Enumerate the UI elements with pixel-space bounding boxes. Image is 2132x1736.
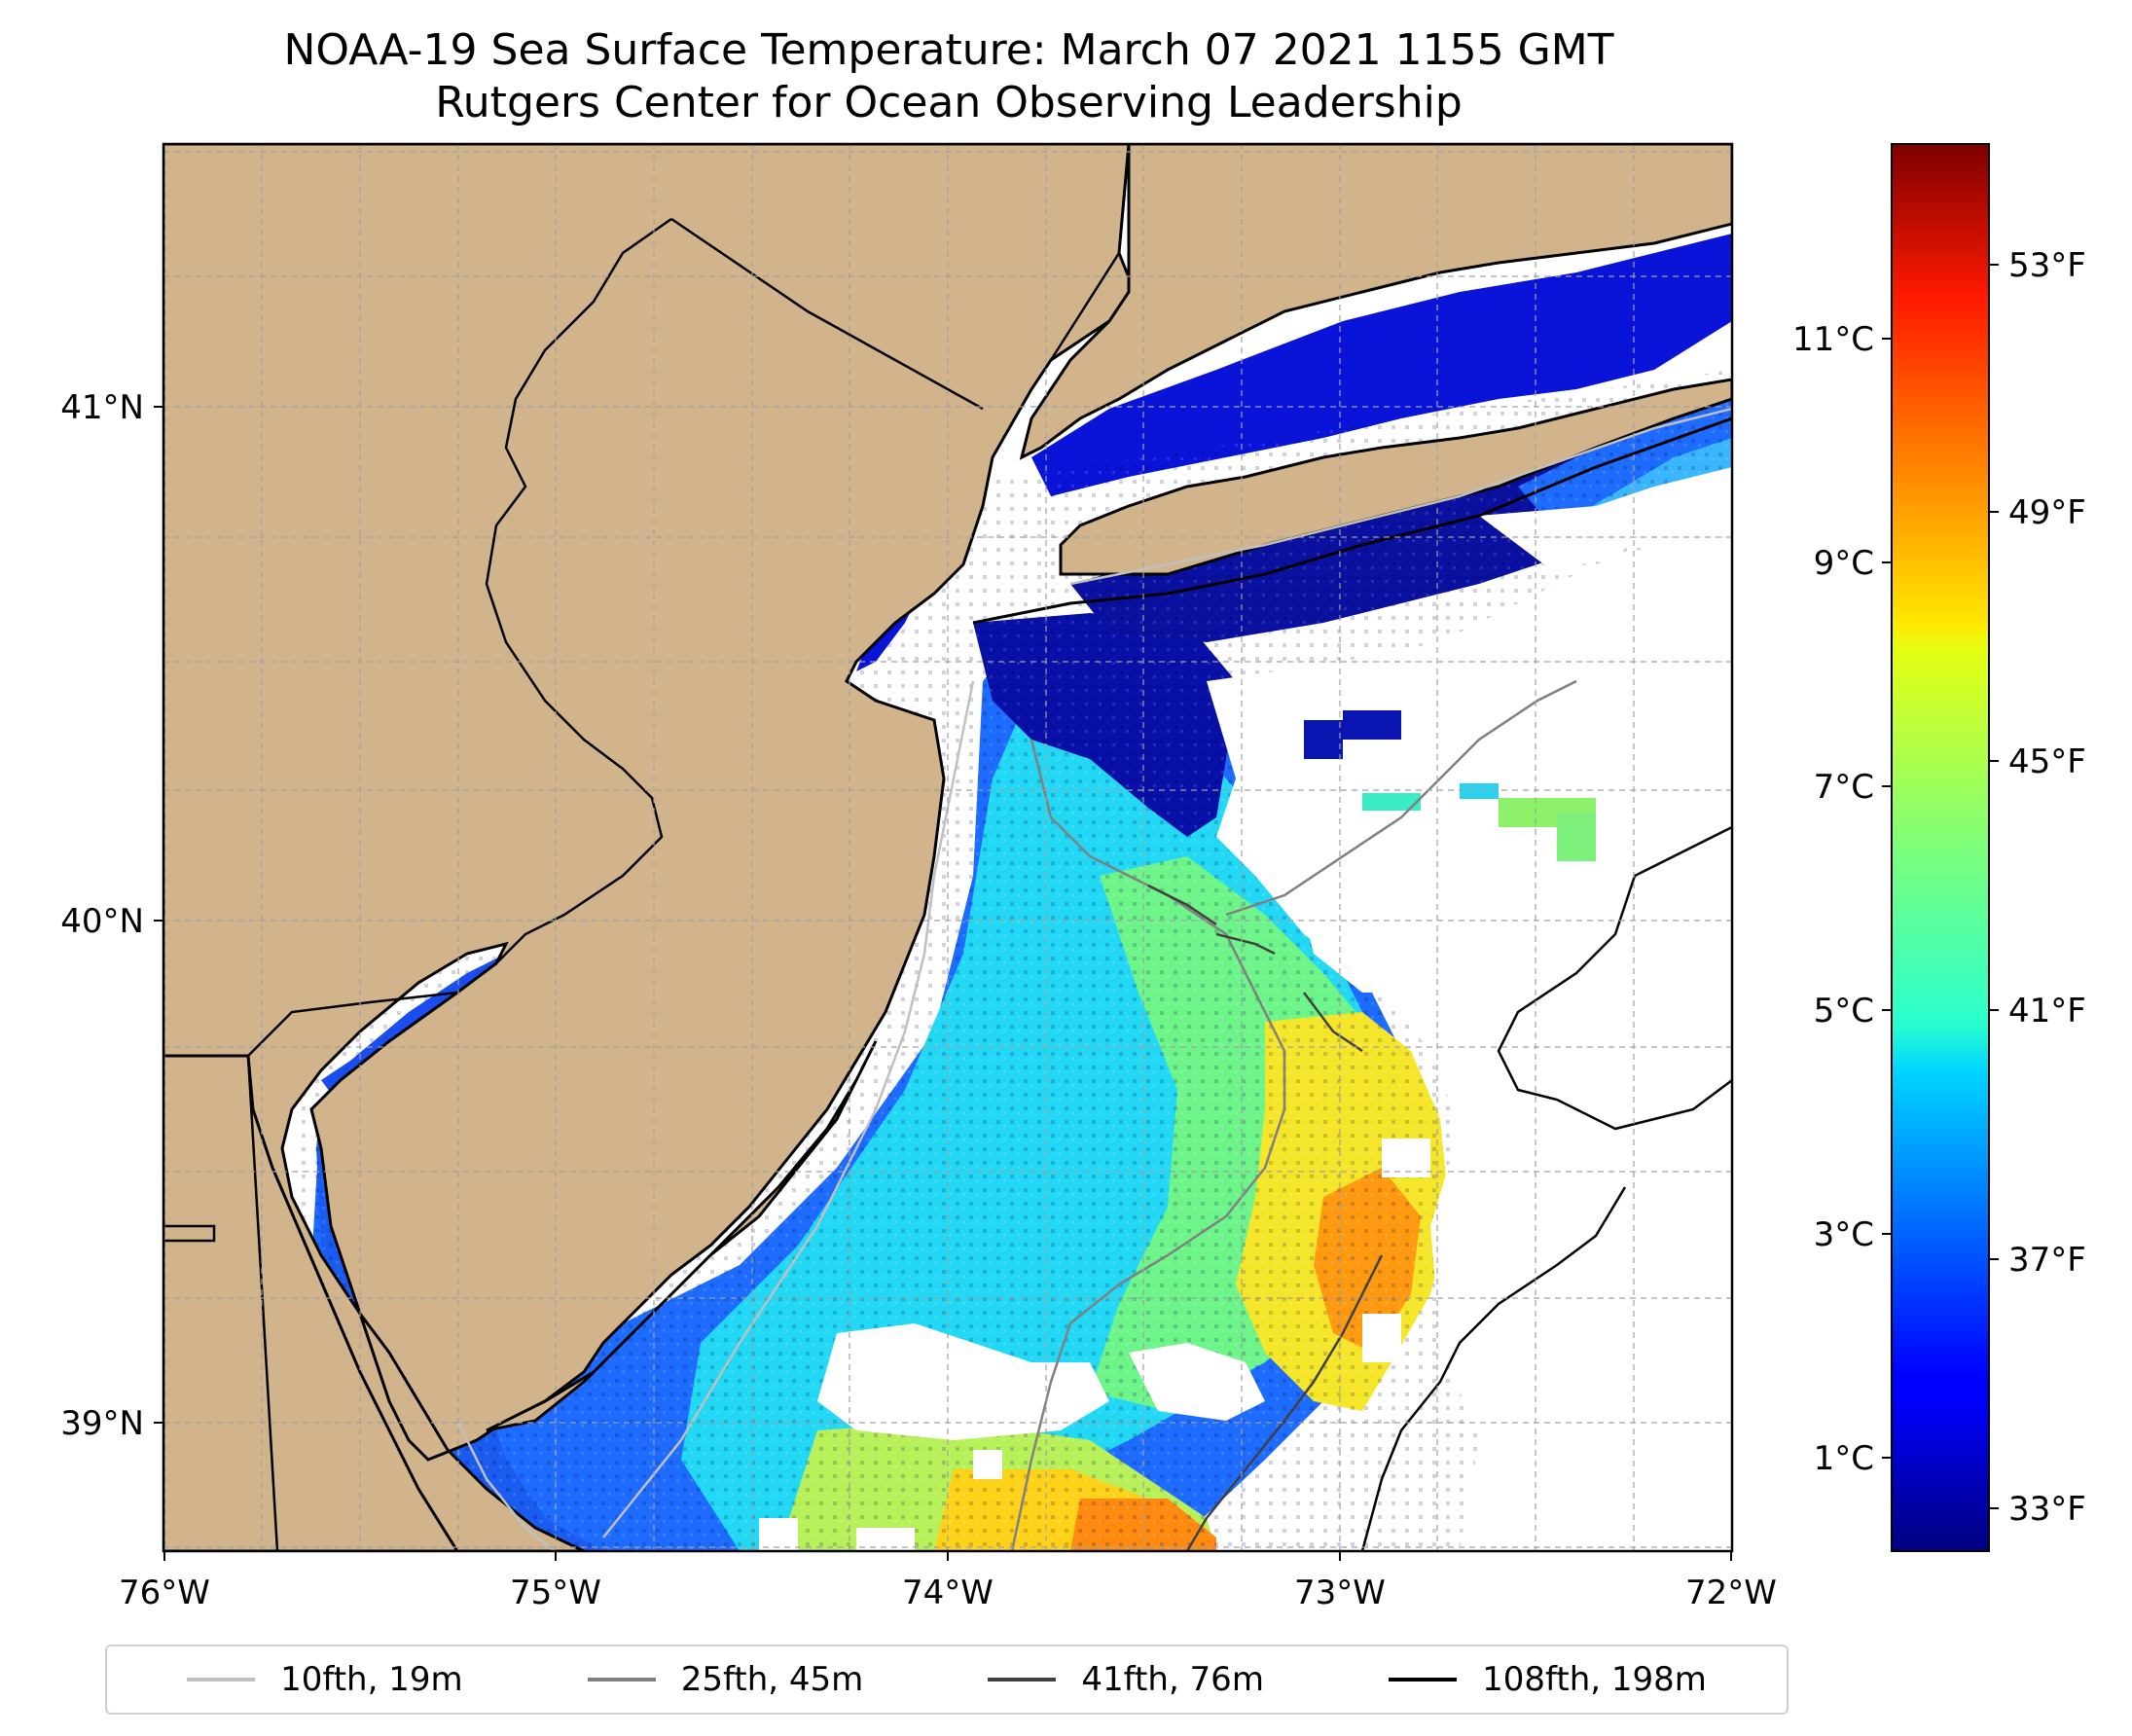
cbar-f-53: 53°F <box>2008 246 2086 285</box>
legend-label-10fth: 10fth, 19m <box>280 1660 463 1699</box>
legend-swatch-41fth <box>988 1678 1057 1682</box>
land-cape-may <box>486 1040 878 1432</box>
colorbar: 11°C 9°C 7°C 5°C 3°C 1°C 53°F 49°F 45°F … <box>1792 143 2086 1552</box>
map-area <box>163 144 1732 1551</box>
isobath-10fth-b <box>455 1420 556 1551</box>
cbar-c-1: 1°C <box>1814 1439 1874 1478</box>
legend-item-41fth: 41fth, 76m <box>988 1660 1264 1699</box>
cbar-f-41: 41°F <box>2008 992 2086 1031</box>
x-tick-labels: 76°W 75°W 74°W 73°W 72°W <box>119 1573 1777 1612</box>
legend-swatch-25fth <box>587 1678 656 1682</box>
li-south-shore-line <box>972 416 1732 625</box>
cbar-c-11: 11°C <box>1792 320 1874 359</box>
cbar-c-5: 5°C <box>1814 992 1874 1031</box>
legend-swatch-108fth <box>1389 1678 1458 1682</box>
cloud-mask <box>759 467 1732 1551</box>
y-tick-39n: 39°N <box>60 1404 144 1443</box>
figure-subtitle: Rutgers Center for Ocean Observing Leade… <box>435 78 1463 127</box>
cbar-f-37: 37°F <box>2008 1241 2086 1280</box>
cbar-f-33: 33°F <box>2008 1490 2086 1529</box>
x-tick-73w: 73°W <box>1294 1573 1386 1612</box>
colorbar-gradient <box>1891 143 1990 1552</box>
y-tick-41n: 41°N <box>60 388 144 427</box>
cbar-f-49: 49°F <box>2008 493 2086 532</box>
y-tick-40n: 40°N <box>60 902 144 941</box>
legend-label-25fth: 25fth, 45m <box>680 1660 864 1699</box>
isobath-10fth-c <box>1069 407 1732 586</box>
figure-title: NOAA-19 Sea Surface Temperature: March 0… <box>283 25 1614 75</box>
isobaths <box>455 407 1732 1551</box>
isobath-41fth-b <box>1185 1254 1384 1551</box>
legend-swatch-10fth <box>187 1678 256 1682</box>
x-tick-75w: 75°W <box>510 1573 601 1612</box>
river-delaware-outline <box>485 217 672 964</box>
x-tick-72w: 72°W <box>1685 1573 1777 1612</box>
legend-item-10fth: 10fth, 19m <box>187 1660 463 1699</box>
colorbar-fahrenheit-labels: 53°F 49°F 45°F 41°F 37°F 33°F <box>2008 246 2086 1529</box>
state-boundaries <box>163 144 1131 1551</box>
cbar-f-45: 45°F <box>2008 742 2086 781</box>
x-tick-76w: 76°W <box>119 1573 210 1612</box>
cbar-c-9: 9°C <box>1814 544 1874 583</box>
legend-item-108fth: 108fth, 198m <box>1389 1660 1707 1699</box>
isobath-25fth-b <box>1225 679 1577 917</box>
isobath-108fth-b <box>1360 1186 1627 1551</box>
sst-li-sound <box>1031 234 1732 496</box>
legend-item-25fth: 25fth, 45m <box>587 1660 864 1699</box>
x-tick-74w: 74°W <box>902 1573 994 1612</box>
legend-label-108fth: 108fth, 198m <box>1482 1660 1707 1699</box>
isobath-legend: 10fth, 19m 25fth, 45m 41fth, 76m 108fth,… <box>105 1645 1789 1715</box>
isobath-25fth <box>1010 739 1286 1551</box>
axis-ticks <box>154 406 1732 1561</box>
colorbar-celsius-labels: 11°C 9°C 7°C 5°C 3°C 1°C <box>1792 320 1874 1478</box>
y-tick-labels: 41°N 40°N 39°N <box>60 388 144 1443</box>
legend-label-41fth: 41fth, 76m <box>1081 1660 1264 1699</box>
cbar-c-7: 7°C <box>1814 768 1874 807</box>
isobath-108fth <box>1497 825 1732 1131</box>
land-delmarva <box>163 1054 459 1551</box>
sst-offshore-fragments <box>1304 710 1596 861</box>
isobath-10fth <box>602 680 975 1538</box>
cbar-c-3: 3°C <box>1814 1215 1874 1254</box>
land-connecticut <box>1019 144 1732 460</box>
isobath-41fth <box>1147 884 1363 1053</box>
colorbar-ticks <box>1882 264 1999 1509</box>
